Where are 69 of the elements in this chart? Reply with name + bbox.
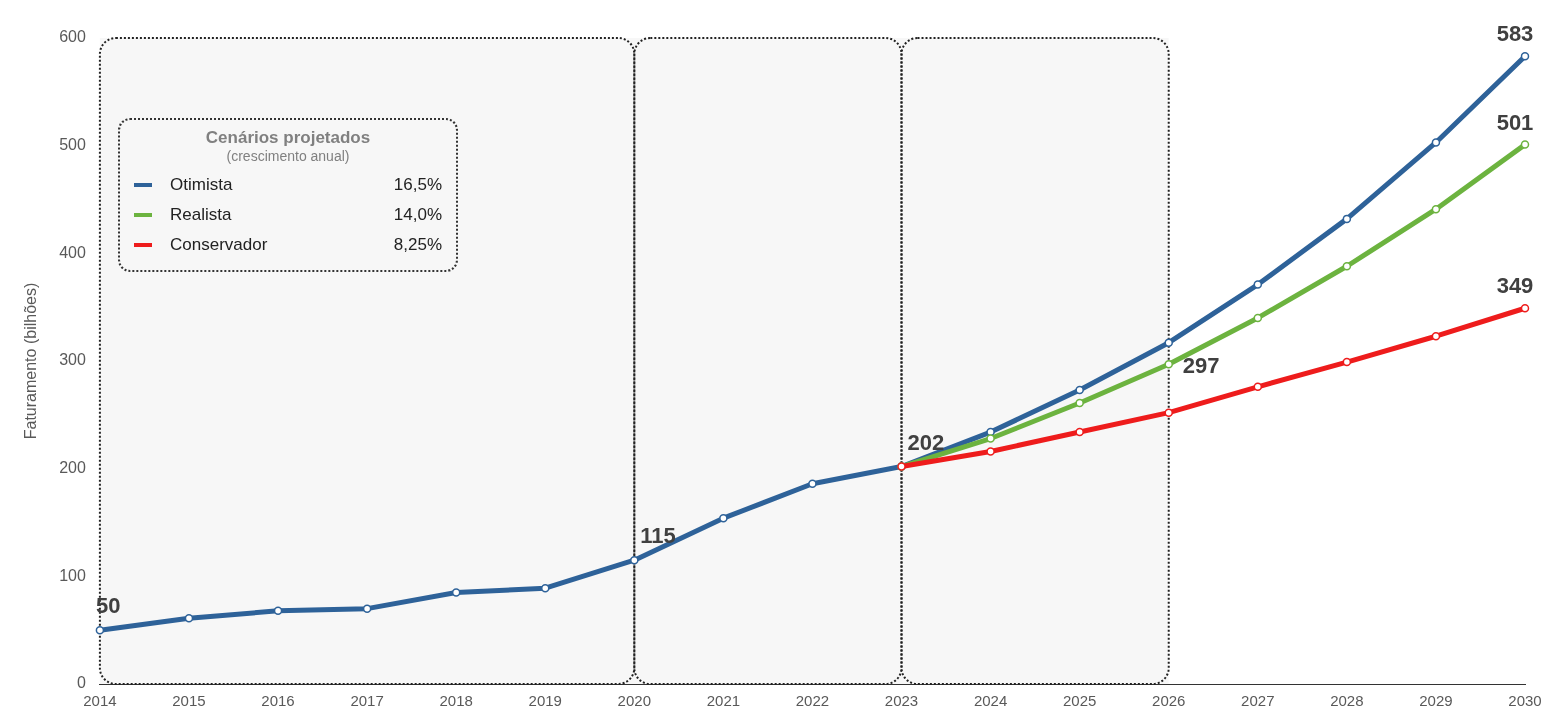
x-tick-label: 2030 [1508, 692, 1542, 710]
y-tick-label: 500 [59, 136, 86, 154]
x-tick-label: 2019 [528, 692, 562, 710]
point [184, 614, 194, 623]
point [986, 434, 995, 443]
point [1164, 359, 1173, 369]
point [540, 583, 550, 593]
x-tick-label: 2025 [1062, 692, 1097, 710]
x-tick-label: 2020 [617, 692, 651, 710]
annotation: (crescimento anual) [225, 148, 351, 164]
x-tick-label: 2029 [1419, 692, 1453, 710]
point [273, 606, 283, 616]
x-tick-label: 2027 [1241, 692, 1275, 710]
annotation: 115 [640, 523, 676, 549]
annotation: 14,0% [393, 205, 442, 225]
x-tick-label: 2023 [884, 692, 919, 710]
point [808, 479, 817, 488]
x-tick-label: 2017 [350, 692, 384, 710]
annotation: 297 [1182, 353, 1220, 379]
point [986, 447, 995, 456]
x-tick-label: 2028 [1330, 692, 1364, 710]
x-tick-label: 2015 [172, 692, 206, 710]
point [630, 555, 639, 565]
x-tick-label: 2018 [439, 692, 473, 710]
point [1164, 338, 1173, 347]
annotation: 349 [1496, 273, 1534, 299]
point [1253, 280, 1263, 289]
annotation: 16,5% [393, 175, 442, 195]
annotation: 8,25% [393, 235, 442, 255]
x-tick-label: 2022 [795, 692, 830, 710]
point [1075, 385, 1084, 395]
legend-title: Cenários projetados [204, 128, 372, 148]
y-tick-label: 200 [59, 459, 86, 477]
point [362, 604, 372, 613]
point [1520, 140, 1530, 149]
y-tick-label: 0 [76, 674, 86, 692]
point [719, 513, 728, 523]
point [1431, 138, 1441, 147]
legend-label: Conservador [170, 235, 269, 255]
point [1431, 331, 1441, 341]
point [1520, 303, 1530, 313]
annotation: 202 [907, 429, 945, 455]
point [1253, 313, 1263, 323]
x-tick-label: 2021 [706, 692, 741, 710]
x-tick-label: 2024 [973, 692, 1008, 710]
point [1520, 52, 1530, 61]
x-tick-label: 2026 [1152, 692, 1186, 710]
legend-label: Otimista [170, 175, 234, 195]
point [1253, 382, 1263, 392]
y-tick-label: 300 [59, 351, 86, 369]
point [1431, 204, 1441, 214]
point [451, 588, 461, 597]
y-tick-label: 100 [59, 566, 86, 584]
point [1342, 214, 1352, 224]
legend-label: Realista [170, 205, 233, 225]
point [1075, 427, 1084, 437]
annotation: 50 [95, 593, 121, 619]
point [95, 625, 105, 635]
point [1342, 262, 1352, 271]
point [1164, 408, 1173, 417]
y-tick-label: 400 [59, 243, 86, 261]
point [1342, 357, 1352, 367]
y-axis-title: Faturamento (bilhões) [22, 282, 40, 440]
x-tick-label: 2016 [261, 692, 295, 710]
x-tick-label: 2014 [83, 692, 117, 710]
annotation: 583 [1496, 21, 1534, 47]
annotation: 501 [1496, 109, 1534, 135]
y-tick-label: 600 [59, 28, 86, 46]
point [1075, 398, 1084, 408]
